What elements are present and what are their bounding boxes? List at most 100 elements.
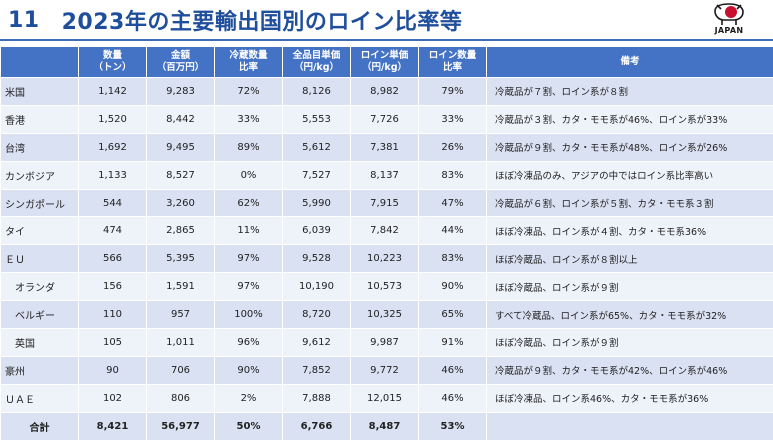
slide-title: 11 2023年の主要輸出国別のロイン比率等	[8, 2, 462, 38]
cell-loin-ratio: 91%	[418, 328, 487, 357]
table-row: カンボジア 1,133 8,527 0% 7,527 8,137 83% ほぼ冷凍品のみ、アジ…	[0, 160, 773, 190]
cell-qty: 156	[78, 272, 147, 302]
table-row: オランダ 156 1,591 97% 10,190 10,573 90% ほぼ冷蔵品、ロイン系…	[0, 272, 773, 302]
cell-loin-ratio: 46%	[418, 355, 487, 385]
country-name: 台湾	[0, 132, 79, 162]
cell-remark: 冷蔵品が３割、カタ・モモ系が46%、ロイン系が33%	[486, 104, 773, 134]
cell-remark: ほぼ冷蔵品、ロイン系が８割以上	[486, 244, 773, 274]
table-total-row: 合計 8,421 56,977 50% 6,766 8,487 53%	[0, 411, 773, 441]
cell-all-price: 5,553	[282, 104, 351, 134]
table-row: シンガポール 544 3,260 62% 5,990 7,915 47% 冷蔵品が６割、ロイン…	[0, 188, 773, 218]
cell-all-price: 8,720	[282, 300, 351, 330]
table-row: タイ 474 2,865 11% 6,039 7,842 44% ほぼ冷凍品、ロイン系が４割、…	[0, 216, 773, 246]
cell-loin-ratio: 26%	[418, 132, 487, 162]
column-header: ロイン数量 比率	[418, 46, 487, 78]
cell-qty: 90	[78, 355, 147, 385]
cell-amount: 706	[146, 355, 215, 385]
cell-remark: 冷蔵品が６割、ロイン系が５割、カタ・モモ系３割	[486, 188, 773, 218]
cell-qty: 102	[78, 383, 147, 413]
cell-all-price: 6,766	[282, 411, 351, 441]
cell-loin-ratio: 53%	[418, 411, 487, 441]
cell-chilled: 11%	[214, 216, 283, 246]
cell-loin-ratio: 83%	[418, 160, 487, 190]
table-row: 台湾 1,692 9,495 89% 5,612 7,381 26% 冷蔵品が９割、カタ・モモ…	[0, 132, 773, 162]
cell-all-price: 7,852	[282, 355, 351, 385]
cell-all-price: 5,612	[282, 132, 351, 162]
cell-remark: 冷蔵品が９割、カタ・モモ系が42%、ロイン系が46%	[486, 355, 773, 385]
cell-loin-price: 8,982	[350, 77, 419, 106]
column-header: 金額 （百万円）	[146, 46, 215, 78]
cell-chilled: 100%	[214, 300, 283, 330]
cell-all-price: 10,190	[282, 272, 351, 302]
wagyu-logo: JAPAN	[707, 2, 751, 36]
cell-all-price: 9,612	[282, 328, 351, 357]
cell-amount: 8,442	[146, 104, 215, 134]
cell-qty: 105	[78, 328, 147, 357]
cell-remark: ほぼ冷凍品、ロイン系46%、カタ・モモ系が36%	[486, 383, 773, 413]
cell-loin-price: 8,487	[350, 411, 419, 441]
cell-loin-price: 12,015	[350, 383, 419, 413]
cell-qty: 1,692	[78, 132, 147, 162]
country-name: ベルギー	[0, 300, 79, 330]
table-row: ＥＵ 566 5,395 97% 9,528 10,223 83% ほぼ冷蔵品、ロイン系が８割…	[0, 244, 773, 274]
cell-loin-ratio: 65%	[418, 300, 487, 330]
cell-remark: ほぼ冷蔵品、ロイン系が９割	[486, 328, 773, 357]
table-row: 豪州 90 706 90% 7,852 9,772 46% 冷蔵品が９割、カタ・モモ系が42%…	[0, 355, 773, 385]
table-row: 米国 1,142 9,283 72% 8,126 8,982 79% 冷蔵品が７割、ロイン系が…	[0, 77, 773, 106]
cell-amount: 9,283	[146, 77, 215, 106]
cell-loin-price: 10,325	[350, 300, 419, 330]
column-header: 備考	[486, 46, 773, 78]
cell-all-price: 8,126	[282, 77, 351, 106]
cell-all-price: 7,527	[282, 160, 351, 190]
loin-ratio-table: 数量 （トン） 金額 （百万円） 冷蔵数量 比率 全品目単価 （円/kg） ロイ…	[0, 46, 773, 441]
cell-loin-ratio: 33%	[418, 104, 487, 134]
cell-chilled: 0%	[214, 160, 283, 190]
cell-chilled: 33%	[214, 104, 283, 134]
cell-amount: 9,495	[146, 132, 215, 162]
cell-remark: ほぼ冷蔵品、ロイン系が９割	[486, 272, 773, 302]
cell-remark	[486, 411, 773, 441]
cell-remark: 冷蔵品が７割、ロイン系が８割	[486, 77, 773, 106]
cell-amount: 1,591	[146, 272, 215, 302]
cell-remark: ほぼ冷凍品、ロイン系が４割、カタ・モモ系36%	[486, 216, 773, 246]
country-name: タイ	[0, 216, 79, 246]
table-row: 英国 105 1,011 96% 9,612 9,987 91% ほぼ冷蔵品、ロイン系が９割	[0, 328, 773, 357]
cell-qty: 8,421	[78, 411, 147, 441]
cell-all-price: 5,990	[282, 188, 351, 218]
table-row: 香港 1,520 8,442 33% 5,553 7,726 33% 冷蔵品が３割、カタ・モモ…	[0, 104, 773, 134]
cell-all-price: 9,528	[282, 244, 351, 274]
cell-remark: 冷蔵品が９割、カタ・モモ系が48%、ロイン系が26%	[486, 132, 773, 162]
country-name: カンボジア	[0, 160, 79, 190]
cell-remark: すべて冷蔵品、ロイン系が65%、カタ・モモ系が32%	[486, 300, 773, 330]
cell-qty: 1,520	[78, 104, 147, 134]
cell-loin-price: 7,381	[350, 132, 419, 162]
cell-chilled: 90%	[214, 355, 283, 385]
cell-loin-ratio: 44%	[418, 216, 487, 246]
slide-number: 11	[8, 7, 40, 33]
cell-qty: 1,133	[78, 160, 147, 190]
cell-amount: 3,260	[146, 188, 215, 218]
cell-loin-price: 9,772	[350, 355, 419, 385]
logo-text: JAPAN	[714, 26, 744, 35]
cell-all-price: 6,039	[282, 216, 351, 246]
table-row: ベルギー 110 957 100% 8,720 10,325 65% すべて冷蔵品、ロイン系が…	[0, 300, 773, 330]
cell-chilled: 72%	[214, 77, 283, 106]
cell-loin-ratio: 47%	[418, 188, 487, 218]
country-name: 合計	[0, 411, 79, 441]
cell-qty: 566	[78, 244, 147, 274]
cell-chilled: 50%	[214, 411, 283, 441]
cell-amount: 5,395	[146, 244, 215, 274]
cell-amount: 2,865	[146, 216, 215, 246]
cell-remark: ほぼ冷凍品のみ、アジアの中ではロイン系比率高い	[486, 160, 773, 190]
cell-all-price: 7,888	[282, 383, 351, 413]
cell-loin-ratio: 79%	[418, 77, 487, 106]
table-header-row: 数量 （トン） 金額 （百万円） 冷蔵数量 比率 全品目単価 （円/kg） ロイ…	[0, 46, 773, 78]
cell-loin-price: 7,842	[350, 216, 419, 246]
cell-qty: 110	[78, 300, 147, 330]
column-header: ロイン単価 （円/kg）	[350, 46, 419, 78]
country-name: 香港	[0, 104, 79, 134]
cell-loin-price: 7,726	[350, 104, 419, 134]
table-row: ＵＡＥ 102 806 2% 7,888 12,015 46% ほぼ冷凍品、ロイン系46%、カ…	[0, 383, 773, 413]
cell-loin-price: 10,223	[350, 244, 419, 274]
cell-loin-ratio: 46%	[418, 383, 487, 413]
